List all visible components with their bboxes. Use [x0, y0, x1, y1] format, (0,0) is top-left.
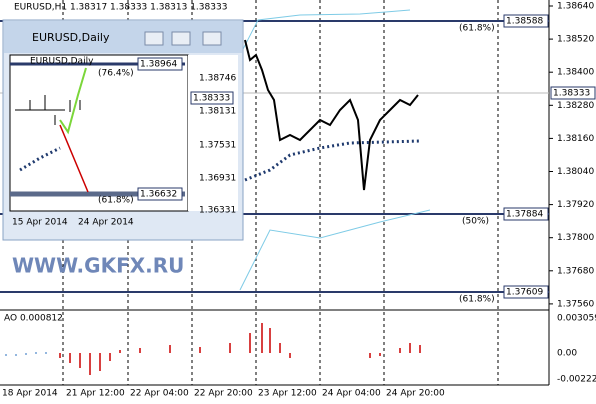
- time-label: 23 Apr 12:00: [258, 389, 317, 399]
- price-path: [244, 39, 419, 191]
- chart-header: EURUSD,H1 1.38317 1.38333 1.38313 1.3833…: [14, 3, 227, 13]
- inset-price-tick: 1.36331: [199, 206, 236, 216]
- maximize-button[interactable]: [171, 31, 191, 46]
- inset-level-label: (61.8%): [98, 196, 134, 206]
- price-tick: 1.38280: [557, 101, 594, 111]
- current-price-box: [550, 86, 596, 100]
- level-price: 1.38588: [506, 17, 543, 27]
- inset-price-tick: 1.37531: [199, 141, 236, 151]
- level-price-box: [503, 14, 549, 28]
- time-label: 21 Apr 12:00: [66, 389, 125, 399]
- level-price-box: [503, 207, 549, 221]
- time-label: 24 Apr 04:00: [322, 389, 381, 399]
- price-tick: 1.37800: [557, 233, 594, 243]
- time-label: 18 Apr 2014: [2, 389, 58, 399]
- inset-price-tick: 1.38746: [199, 74, 236, 84]
- price-tick: 1.38040: [557, 167, 594, 177]
- inset-level-price-box: [137, 57, 183, 71]
- envelope: [239, 9, 431, 291]
- close-button[interactable]: [202, 31, 222, 46]
- price-tick: 1.38160: [557, 134, 594, 144]
- price-tick: 1.38640: [557, 2, 594, 12]
- inset-current-box: [190, 91, 234, 105]
- level-label: (61.8%): [459, 24, 495, 34]
- ao-label: AO 0.000812: [4, 314, 63, 324]
- ao-tick: -0.002226: [557, 375, 596, 385]
- level-price: 1.37609: [506, 288, 543, 298]
- inset-level-price: 1.36632: [140, 190, 177, 200]
- inset-time-label: 24 Apr 2014: [78, 218, 134, 228]
- ao-hist: [59, 323, 421, 375]
- inset-current: 1.38333: [193, 94, 230, 104]
- price-tick: 1.38400: [557, 68, 594, 78]
- ao-tick: 0.003059: [557, 314, 596, 324]
- ao-tick: 0.00: [557, 349, 577, 359]
- minimize-button[interactable]: [144, 31, 164, 46]
- inset-level-label: (76.4%): [98, 69, 134, 79]
- price-tick: 1.37920: [557, 200, 594, 210]
- level-label: (50%): [462, 217, 489, 227]
- inset-window: [2, 19, 244, 241]
- inset-time-label: 15 Apr 2014: [12, 218, 68, 228]
- inset-price-tick: 1.36931: [199, 174, 236, 184]
- inset-level-price-box: [137, 187, 183, 201]
- inset-price-tick: 1.38131: [199, 107, 236, 117]
- inset-label: EURUSD,Daily: [30, 57, 94, 67]
- level-price: 1.37884: [506, 210, 543, 220]
- level-price-box: [503, 285, 549, 299]
- window-title: EURUSD,Daily: [32, 31, 110, 44]
- inset-level-price: 1.38964: [140, 60, 177, 70]
- price-tick: 1.37680: [557, 266, 594, 276]
- watermark: WWW.GKFX.RU: [12, 254, 184, 278]
- price-tick: 1.38520: [557, 35, 594, 45]
- ao-bars: [5, 352, 47, 356]
- price-tick: 1.37560: [557, 299, 594, 309]
- time-label: 22 Apr 04:00: [130, 389, 189, 399]
- level-label: (61.8%): [459, 295, 495, 305]
- time-label: 24 Apr 20:00: [386, 389, 445, 399]
- time-label: 22 Apr 20:00: [194, 389, 253, 399]
- current-price: 1.38333: [553, 89, 590, 99]
